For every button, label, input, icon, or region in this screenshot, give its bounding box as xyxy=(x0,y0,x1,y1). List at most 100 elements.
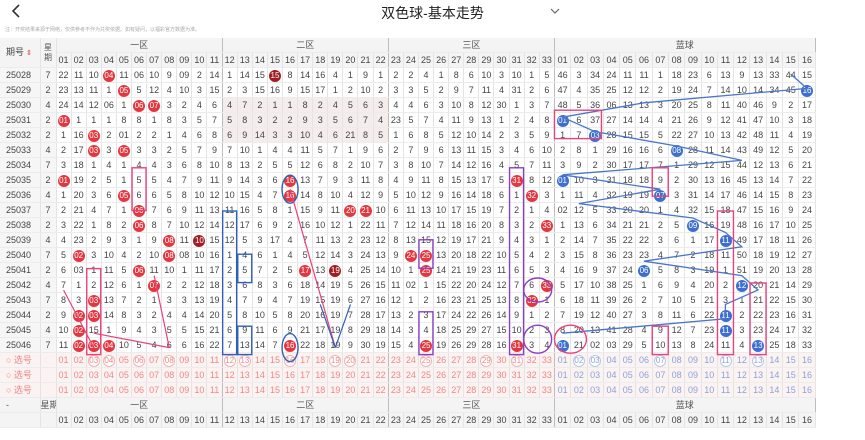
red-option-ball[interactable]: 08 xyxy=(163,355,176,367)
select-red-number[interactable]: 01 xyxy=(56,352,72,368)
select-red-number[interactable]: 07 xyxy=(146,382,163,398)
blue-option-ball[interactable]: 02 xyxy=(572,355,585,367)
select-red-number[interactable]: 04 xyxy=(101,382,117,398)
select-label[interactable]: ○ 选号 xyxy=(0,382,41,398)
select-blue-number[interactable]: 08 xyxy=(668,367,686,383)
select-label[interactable]: ○ 选号 xyxy=(0,367,41,383)
select-red-number[interactable]: 08 xyxy=(161,352,178,368)
select-red-number[interactable]: 23 xyxy=(388,367,404,383)
select-red-number[interactable]: 31 xyxy=(509,367,525,383)
select-red-number[interactable]: 29 xyxy=(478,367,495,383)
select-blue-number[interactable]: 10 xyxy=(701,382,718,398)
select-blue-number[interactable]: 02 xyxy=(570,382,588,398)
select-red-number[interactable]: 24 xyxy=(403,367,419,383)
red-option-ball[interactable]: 06 xyxy=(133,355,146,367)
select-red-number[interactable]: 14 xyxy=(252,367,268,383)
select-red-number[interactable]: 09 xyxy=(176,352,193,368)
select-blue-number[interactable]: 12 xyxy=(733,352,751,368)
select-red-number[interactable]: 23 xyxy=(388,352,404,368)
select-red-number[interactable]: 05 xyxy=(116,367,132,383)
select-red-number[interactable]: 17 xyxy=(297,352,314,368)
select-red-number[interactable]: 24 xyxy=(403,382,419,398)
select-blue-number[interactable]: 14 xyxy=(766,367,784,383)
select-red-number[interactable]: 08 xyxy=(161,382,178,398)
select-red-number[interactable]: 11 xyxy=(206,352,223,368)
select-red-number[interactable]: 16 xyxy=(282,352,299,368)
select-red-number[interactable]: 33 xyxy=(539,382,555,398)
select-red-number[interactable]: 16 xyxy=(282,367,299,383)
select-blue-number[interactable]: 13 xyxy=(749,352,767,368)
select-red-number[interactable]: 09 xyxy=(176,382,193,398)
select-red-number[interactable]: 21 xyxy=(357,382,374,398)
select-red-number[interactable]: 12 xyxy=(222,382,238,398)
select-red-number[interactable]: 14 xyxy=(252,352,268,368)
select-blue-number[interactable]: 04 xyxy=(603,352,621,368)
select-red-number[interactable]: 02 xyxy=(71,352,87,368)
select-red-number[interactable]: 13 xyxy=(237,352,253,368)
select-red-number[interactable]: 32 xyxy=(524,367,540,383)
select-red-number[interactable]: 30 xyxy=(493,382,510,398)
blue-option-ball[interactable]: 07 xyxy=(654,355,667,367)
select-red-number[interactable]: 28 xyxy=(463,352,480,368)
select-red-number[interactable]: 06 xyxy=(131,352,148,368)
select-blue-number[interactable]: 05 xyxy=(619,367,637,383)
select-red-number[interactable]: 20 xyxy=(342,382,359,398)
select-red-number[interactable]: 26 xyxy=(433,382,450,398)
select-red-number[interactable]: 28 xyxy=(463,367,480,383)
select-red-number[interactable]: 11 xyxy=(206,382,223,398)
select-red-number[interactable]: 29 xyxy=(478,382,495,398)
red-option-ball[interactable]: 04 xyxy=(102,355,115,367)
select-red-number[interactable]: 14 xyxy=(252,382,268,398)
select-red-number[interactable]: 02 xyxy=(71,367,87,383)
select-red-number[interactable]: 32 xyxy=(524,352,540,368)
select-blue-number[interactable]: 11 xyxy=(717,382,735,398)
sort-icon[interactable]: ⇕ xyxy=(24,49,32,57)
red-option-ball[interactable]: 13 xyxy=(238,355,251,367)
select-blue-number[interactable]: 10 xyxy=(701,367,718,383)
select-red-number[interactable]: 18 xyxy=(312,382,329,398)
select-red-number[interactable]: 27 xyxy=(448,367,465,383)
select-red-number[interactable]: 04 xyxy=(101,352,117,368)
select-blue-number[interactable]: 15 xyxy=(782,382,800,398)
select-red-number[interactable]: 20 xyxy=(342,352,359,368)
select-blue-number[interactable]: 04 xyxy=(603,382,621,398)
blue-option-ball[interactable]: 03 xyxy=(589,355,602,367)
select-blue-number[interactable]: 09 xyxy=(684,367,702,383)
select-red-number[interactable]: 05 xyxy=(116,382,132,398)
select-red-number[interactable]: 05 xyxy=(116,352,132,368)
select-red-number[interactable]: 25 xyxy=(418,382,435,398)
select-red-number[interactable]: 06 xyxy=(131,382,148,398)
select-blue-number[interactable]: 05 xyxy=(619,352,637,368)
select-red-number[interactable]: 28 xyxy=(463,382,480,398)
select-blue-number[interactable]: 09 xyxy=(684,382,702,398)
select-blue-number[interactable]: 12 xyxy=(733,367,751,383)
select-red-number[interactable]: 19 xyxy=(327,352,344,368)
select-red-number[interactable]: 17 xyxy=(297,382,314,398)
select-red-number[interactable]: 30 xyxy=(493,367,510,383)
select-red-number[interactable]: 07 xyxy=(146,367,163,383)
select-red-number[interactable]: 30 xyxy=(493,352,510,368)
select-blue-number[interactable]: 06 xyxy=(635,382,653,398)
select-red-number[interactable]: 19 xyxy=(327,367,344,383)
select-blue-number[interactable]: 11 xyxy=(717,352,735,368)
select-blue-number[interactable]: 03 xyxy=(587,367,604,383)
select-red-number[interactable]: 04 xyxy=(101,367,117,383)
select-red-number[interactable]: 25 xyxy=(418,352,435,368)
red-option-ball[interactable]: 29 xyxy=(480,355,493,367)
select-red-number[interactable]: 31 xyxy=(509,352,525,368)
select-red-number[interactable]: 19 xyxy=(327,382,344,398)
select-red-number[interactable]: 15 xyxy=(267,352,284,368)
select-red-number[interactable]: 10 xyxy=(191,382,208,398)
select-blue-number[interactable]: 16 xyxy=(798,352,816,368)
select-blue-number[interactable]: 01 xyxy=(554,352,572,368)
select-blue-number[interactable]: 13 xyxy=(749,382,767,398)
red-option-ball[interactable]: 31 xyxy=(510,355,523,367)
select-blue-number[interactable]: 16 xyxy=(798,382,816,398)
select-red-number[interactable]: 15 xyxy=(267,382,284,398)
back-arrow-icon[interactable] xyxy=(8,2,24,20)
select-blue-number[interactable]: 14 xyxy=(766,352,784,368)
select-red-number[interactable]: 03 xyxy=(86,352,102,368)
select-red-number[interactable]: 26 xyxy=(433,352,450,368)
select-red-number[interactable]: 33 xyxy=(539,367,555,383)
select-red-number[interactable]: 21 xyxy=(357,367,374,383)
